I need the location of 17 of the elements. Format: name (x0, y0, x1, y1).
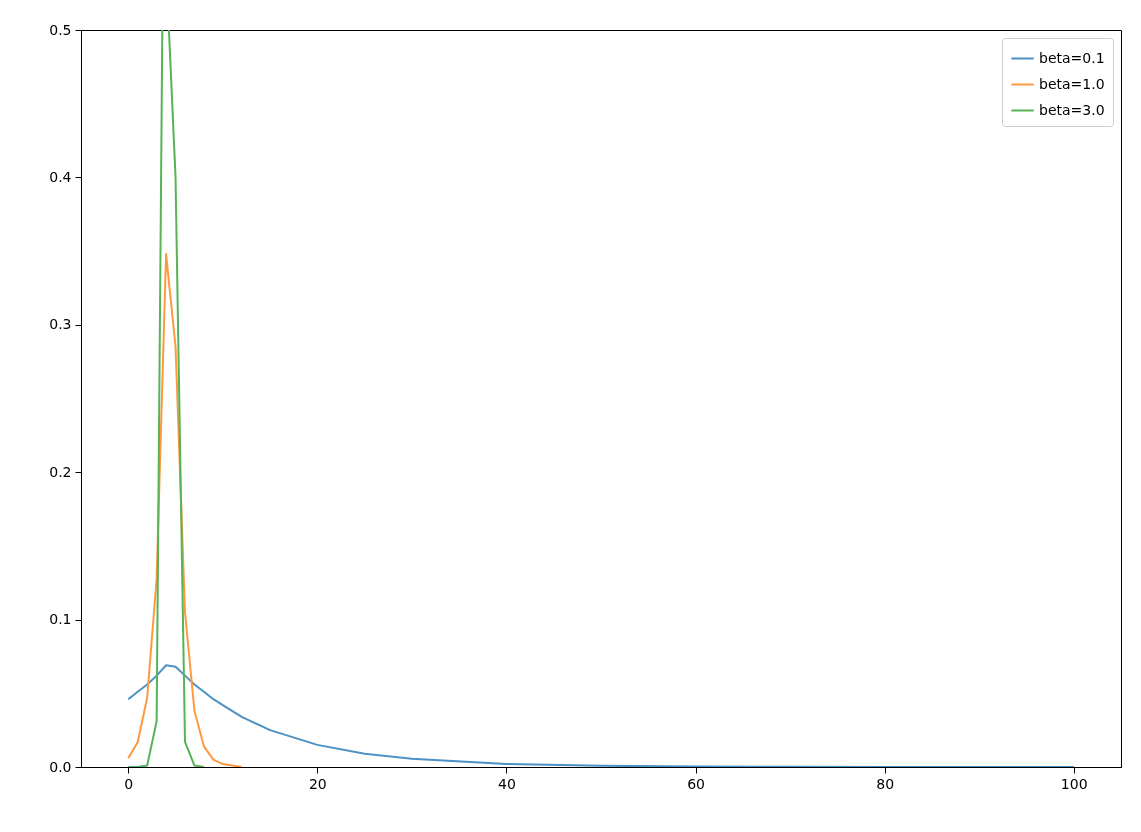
x-tick-label: 60 (687, 775, 705, 792)
x-tick-label: 100 (1060, 775, 1088, 792)
line-series (127, 664, 1075, 767)
y-tick-label: 0.2 (49, 463, 72, 480)
y-tick-label: 0.4 (49, 168, 72, 185)
y-tick-label: 0.1 (49, 611, 72, 628)
x-tick-label: 40 (498, 775, 516, 792)
line-series (127, 253, 243, 767)
legend-label: beta=1.0 (1039, 75, 1105, 92)
y-tick-label: 0.0 (49, 758, 72, 775)
legend-label: beta=3.0 (1039, 101, 1105, 118)
y-tick-label: 0.3 (49, 316, 72, 333)
x-tick-label: 20 (308, 775, 327, 792)
x-tick-label: 80 (876, 775, 895, 792)
y-tick-label: 0.5 (49, 21, 72, 38)
legend-label: beta=0.1 (1039, 49, 1105, 66)
x-tick-label: 0 (124, 775, 134, 792)
